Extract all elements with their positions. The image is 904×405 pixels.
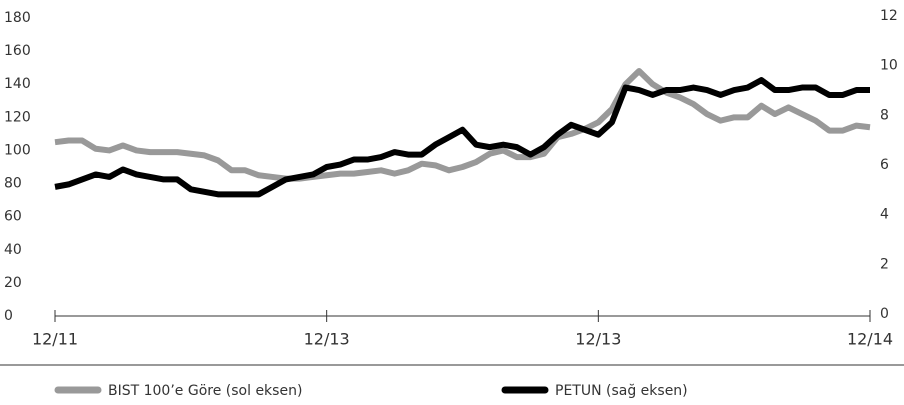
- x-tick-label: 12/13: [304, 330, 350, 349]
- y-tick-label: 180: [4, 10, 31, 26]
- y-tick-label: 160: [4, 43, 31, 59]
- series-line: [54, 77, 870, 198]
- legend-label: PETUN (sağ eksen): [555, 383, 688, 399]
- series-line: [54, 67, 871, 182]
- y-tick-label: 120: [4, 109, 31, 125]
- y-tick-label: 0: [4, 308, 13, 324]
- y-tick-label: 20: [4, 275, 22, 291]
- y2-tick-label: 2: [880, 256, 889, 272]
- y2-tick-label: 8: [880, 107, 889, 123]
- y-tick-label: 100: [4, 142, 31, 158]
- legend-label: BIST 100’e Göre (sol eksen): [108, 383, 302, 399]
- y-tick-label: 140: [4, 76, 31, 92]
- y2-tick-label: 6: [880, 157, 889, 173]
- y2-tick-label: 0: [880, 306, 889, 322]
- x-tick-label: 12/13: [575, 330, 621, 349]
- y2-tick-label: 4: [880, 207, 889, 223]
- y-tick-label: 40: [4, 242, 22, 258]
- y-tick-label: 80: [4, 176, 22, 192]
- x-tick-label: 12/14: [847, 330, 893, 349]
- x-tick-label: 12/11: [32, 330, 78, 349]
- y2-tick-label: 12: [880, 8, 898, 24]
- y-tick-label: 60: [4, 209, 22, 225]
- y2-tick-label: 10: [880, 58, 898, 74]
